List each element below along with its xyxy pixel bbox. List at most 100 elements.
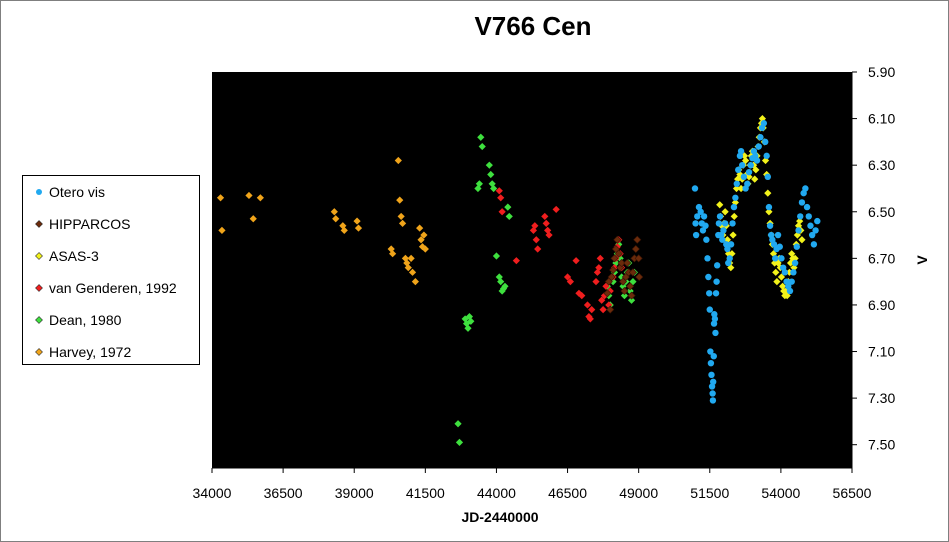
data-point — [713, 262, 721, 269]
data-point — [498, 208, 506, 216]
data-point — [626, 287, 634, 295]
data-point — [732, 184, 741, 193]
data-point — [628, 268, 638, 277]
data-point — [245, 191, 253, 200]
data-point — [619, 282, 627, 290]
data-point — [715, 220, 723, 227]
data-point — [505, 212, 513, 221]
data-point — [586, 315, 594, 323]
y-tick-label: 5.90 — [868, 64, 895, 80]
legend-label: Dean, 1980 — [49, 312, 122, 328]
data-point — [606, 287, 614, 295]
data-point — [465, 312, 474, 321]
data-point — [249, 215, 257, 223]
data-point — [420, 231, 428, 239]
legend-marker — [35, 348, 43, 356]
data-point — [354, 224, 363, 232]
data-point — [592, 278, 600, 286]
data-point — [464, 324, 472, 332]
legend-item: HIPPARCOS — [33, 214, 130, 234]
data-point — [709, 378, 717, 386]
data-point — [740, 173, 748, 181]
legend: Otero vis HIPPARCOS ASAS-3 van Genderen, 19… — [22, 175, 200, 365]
data-point — [774, 259, 782, 267]
data-point — [788, 250, 796, 258]
data-point — [692, 220, 699, 227]
data-point — [700, 213, 708, 220]
data-point — [794, 222, 803, 230]
legend-item: ASAS-3 — [33, 246, 99, 266]
x-tick-label: 39000 — [335, 485, 374, 501]
data-point — [721, 208, 729, 216]
data-point — [798, 236, 806, 244]
data-point — [467, 317, 475, 325]
legend-item: Otero vis — [33, 182, 105, 202]
data-point — [512, 257, 520, 265]
data-point — [712, 290, 720, 297]
data-point — [770, 241, 778, 248]
data-point — [401, 254, 410, 262]
data-point — [699, 227, 707, 234]
legend-label: HIPPARCOS — [49, 216, 131, 232]
data-point — [256, 194, 264, 202]
legend-label: Harvey, 1972 — [49, 344, 132, 360]
data-point — [788, 278, 795, 285]
data-point — [772, 268, 780, 276]
data-point — [729, 220, 736, 227]
data-point — [732, 194, 739, 201]
data-point — [694, 213, 701, 220]
data-point — [763, 152, 770, 160]
data-point — [411, 278, 419, 286]
data-point — [766, 222, 774, 229]
data-point — [609, 265, 618, 275]
series-harvey-1972 — [216, 156, 429, 286]
data-point — [716, 201, 724, 209]
data-point — [713, 278, 720, 285]
data-point — [765, 208, 773, 216]
data-point — [492, 252, 501, 260]
series-layer — [216, 114, 821, 446]
data-point — [614, 249, 623, 258]
data-point — [490, 184, 498, 193]
data-point — [588, 306, 596, 314]
data-point — [398, 219, 407, 228]
x-axis-title: JD-2440000 — [461, 509, 538, 525]
series-hipparcos — [603, 235, 644, 314]
data-point — [753, 157, 761, 164]
chart-title: V766 Cen — [474, 11, 591, 41]
x-tick-label: 44000 — [477, 485, 516, 501]
data-point — [612, 259, 620, 267]
data-point — [773, 278, 781, 286]
data-point — [407, 254, 415, 262]
data-point — [747, 161, 754, 169]
data-point — [707, 348, 714, 355]
data-point — [613, 235, 622, 244]
data-point — [403, 259, 411, 267]
data-point — [719, 236, 726, 243]
data-point — [394, 156, 402, 165]
data-point — [572, 257, 580, 265]
x-tick-label: 54000 — [761, 485, 800, 501]
x-tick-label: 56500 — [833, 485, 872, 501]
data-point — [417, 236, 425, 244]
data-point — [751, 175, 759, 183]
data-point — [330, 208, 338, 216]
data-point — [733, 180, 740, 188]
legend-marker — [35, 284, 43, 292]
data-point — [757, 134, 764, 141]
data-point — [791, 254, 799, 262]
y-axis-title: V — [914, 255, 930, 265]
data-point — [497, 278, 505, 286]
data-point — [531, 222, 539, 230]
data-point — [408, 268, 417, 276]
data-point — [777, 273, 786, 281]
series-otero-vis — [691, 120, 821, 404]
data-point — [814, 217, 821, 225]
data-point — [803, 203, 811, 211]
data-point — [764, 173, 772, 181]
data-point — [627, 296, 636, 304]
data-point — [606, 305, 615, 314]
data-point — [532, 236, 540, 244]
data-point — [808, 231, 816, 239]
